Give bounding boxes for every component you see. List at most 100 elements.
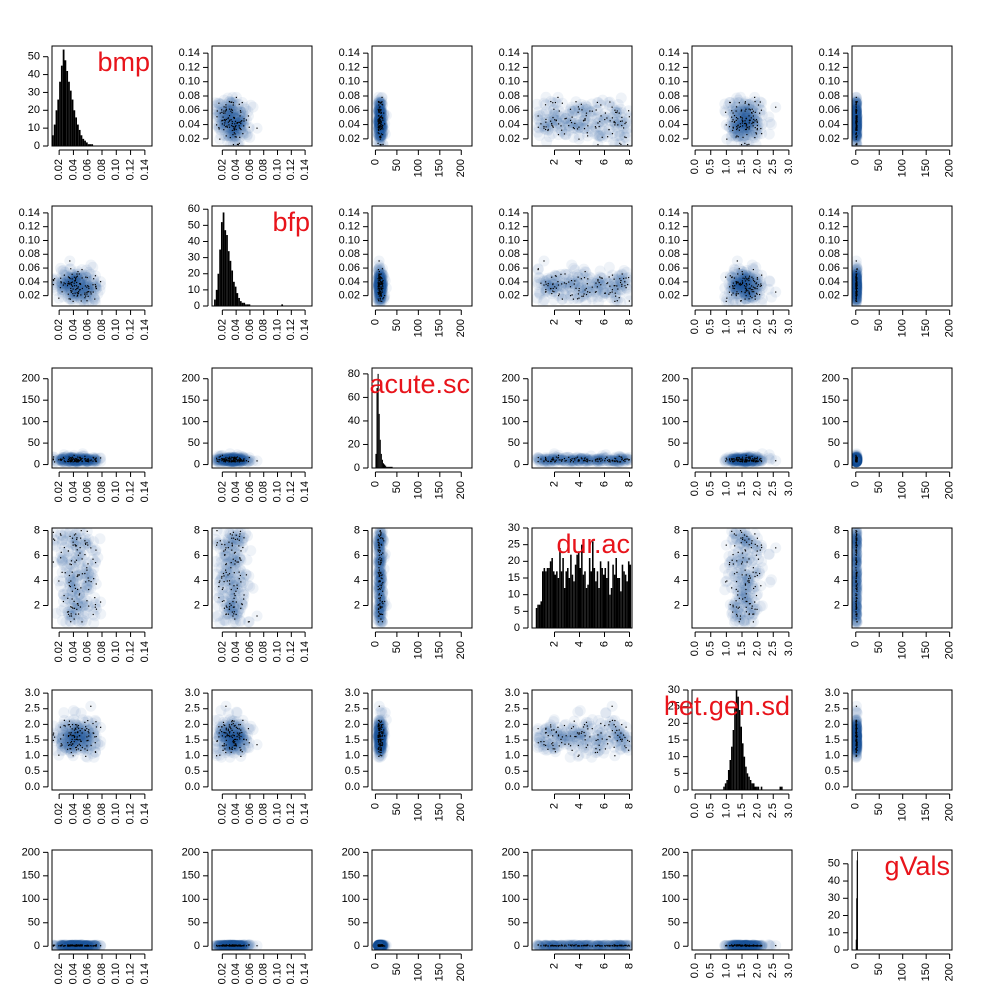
data-point: [627, 283, 629, 286]
data-point: [99, 281, 102, 283]
data-point: [218, 102, 220, 104]
y-tick-label: 50: [28, 437, 40, 449]
data-point: [587, 291, 589, 293]
data-point: [382, 119, 384, 121]
data-point: [604, 460, 606, 462]
data-point: [219, 459, 221, 461]
data-point: [53, 461, 56, 463]
data-point: [743, 285, 746, 287]
data-point: [628, 116, 630, 118]
x-tick-label: 0.5: [705, 159, 717, 174]
data-point: [228, 124, 230, 126]
data-point: [95, 287, 97, 289]
density-blob: [616, 107, 628, 119]
density-blob: [590, 283, 602, 295]
data-point: [606, 117, 608, 119]
data-point: [378, 122, 380, 124]
histogram-bar: [241, 302, 244, 306]
density-blob: [68, 291, 80, 303]
data-point: [628, 300, 630, 302]
data-point: [236, 121, 239, 124]
data-point: [88, 459, 90, 461]
x-tick-label: 0.12: [124, 319, 136, 340]
y-tick-label: 200: [502, 373, 520, 385]
x-tick-label: 8: [623, 481, 635, 487]
data-point: [856, 135, 858, 137]
data-point: [78, 289, 80, 291]
x-tick-label: 50: [391, 319, 403, 331]
y-tick-label: 0.02: [819, 290, 840, 302]
density-blob: [52, 274, 59, 286]
data-point: [537, 268, 539, 271]
data-point: [583, 119, 585, 121]
density-blob: [225, 130, 237, 142]
data-point: [614, 124, 616, 126]
density-blob: [738, 277, 750, 289]
data-point: [624, 281, 626, 283]
data-point: [84, 460, 87, 462]
data-point: [544, 104, 547, 106]
data-point: [855, 116, 857, 118]
density-blob: [532, 126, 544, 138]
data-point: [745, 283, 748, 285]
data-point: [239, 115, 241, 117]
data-point: [236, 143, 239, 146]
y-tick-label: 0.14: [819, 47, 840, 59]
histogram-bar: [55, 110, 58, 146]
data-point: [735, 293, 738, 295]
data-point: [379, 283, 381, 285]
data-point: [628, 276, 630, 279]
density-blob: [852, 128, 862, 140]
density-blob: [551, 281, 563, 293]
data-point: [742, 136, 744, 138]
density-blob: [735, 121, 747, 133]
data-point: [224, 112, 226, 114]
density-blob: [765, 118, 777, 130]
density-blob: [603, 99, 615, 111]
data-point: [234, 136, 236, 138]
data-point: [570, 121, 573, 124]
panel-frame: [691, 45, 793, 147]
x-tick-label: 0.04: [230, 481, 242, 502]
data-point: [615, 295, 617, 297]
data-point: [71, 278, 73, 280]
data-point: [222, 116, 224, 118]
x-tick-label: 0.0: [689, 159, 701, 174]
density-blob: [852, 129, 862, 141]
data-point: [231, 122, 233, 125]
data-point: [76, 281, 78, 284]
density-blob: [738, 129, 750, 141]
data-point: [557, 133, 560, 136]
data-point: [380, 273, 382, 275]
data-point: [750, 289, 752, 291]
data-point: [231, 120, 233, 123]
data-point: [554, 119, 556, 121]
data-point: [378, 283, 381, 285]
data-point: [552, 458, 554, 460]
data-point: [379, 120, 381, 122]
density-blob: [232, 124, 244, 136]
density-blob: [566, 105, 578, 117]
density-blob: [739, 116, 751, 128]
data-point: [855, 102, 858, 104]
density-blob: [375, 105, 387, 117]
data-point: [604, 458, 607, 460]
data-point: [377, 126, 379, 129]
data-point: [224, 110, 227, 112]
data-point: [76, 459, 78, 461]
density-blob: [548, 278, 560, 290]
density-blob: [81, 274, 93, 286]
data-point: [240, 111, 242, 113]
data-point: [725, 276, 727, 278]
data-point: [595, 460, 597, 462]
data-point: [551, 276, 553, 278]
density-blob: [589, 128, 601, 140]
density-blob: [373, 136, 385, 146]
data-point: [378, 277, 381, 280]
data-point: [80, 459, 82, 461]
data-point: [242, 133, 244, 135]
density-blob: [562, 109, 574, 121]
density-blob: [564, 277, 576, 289]
